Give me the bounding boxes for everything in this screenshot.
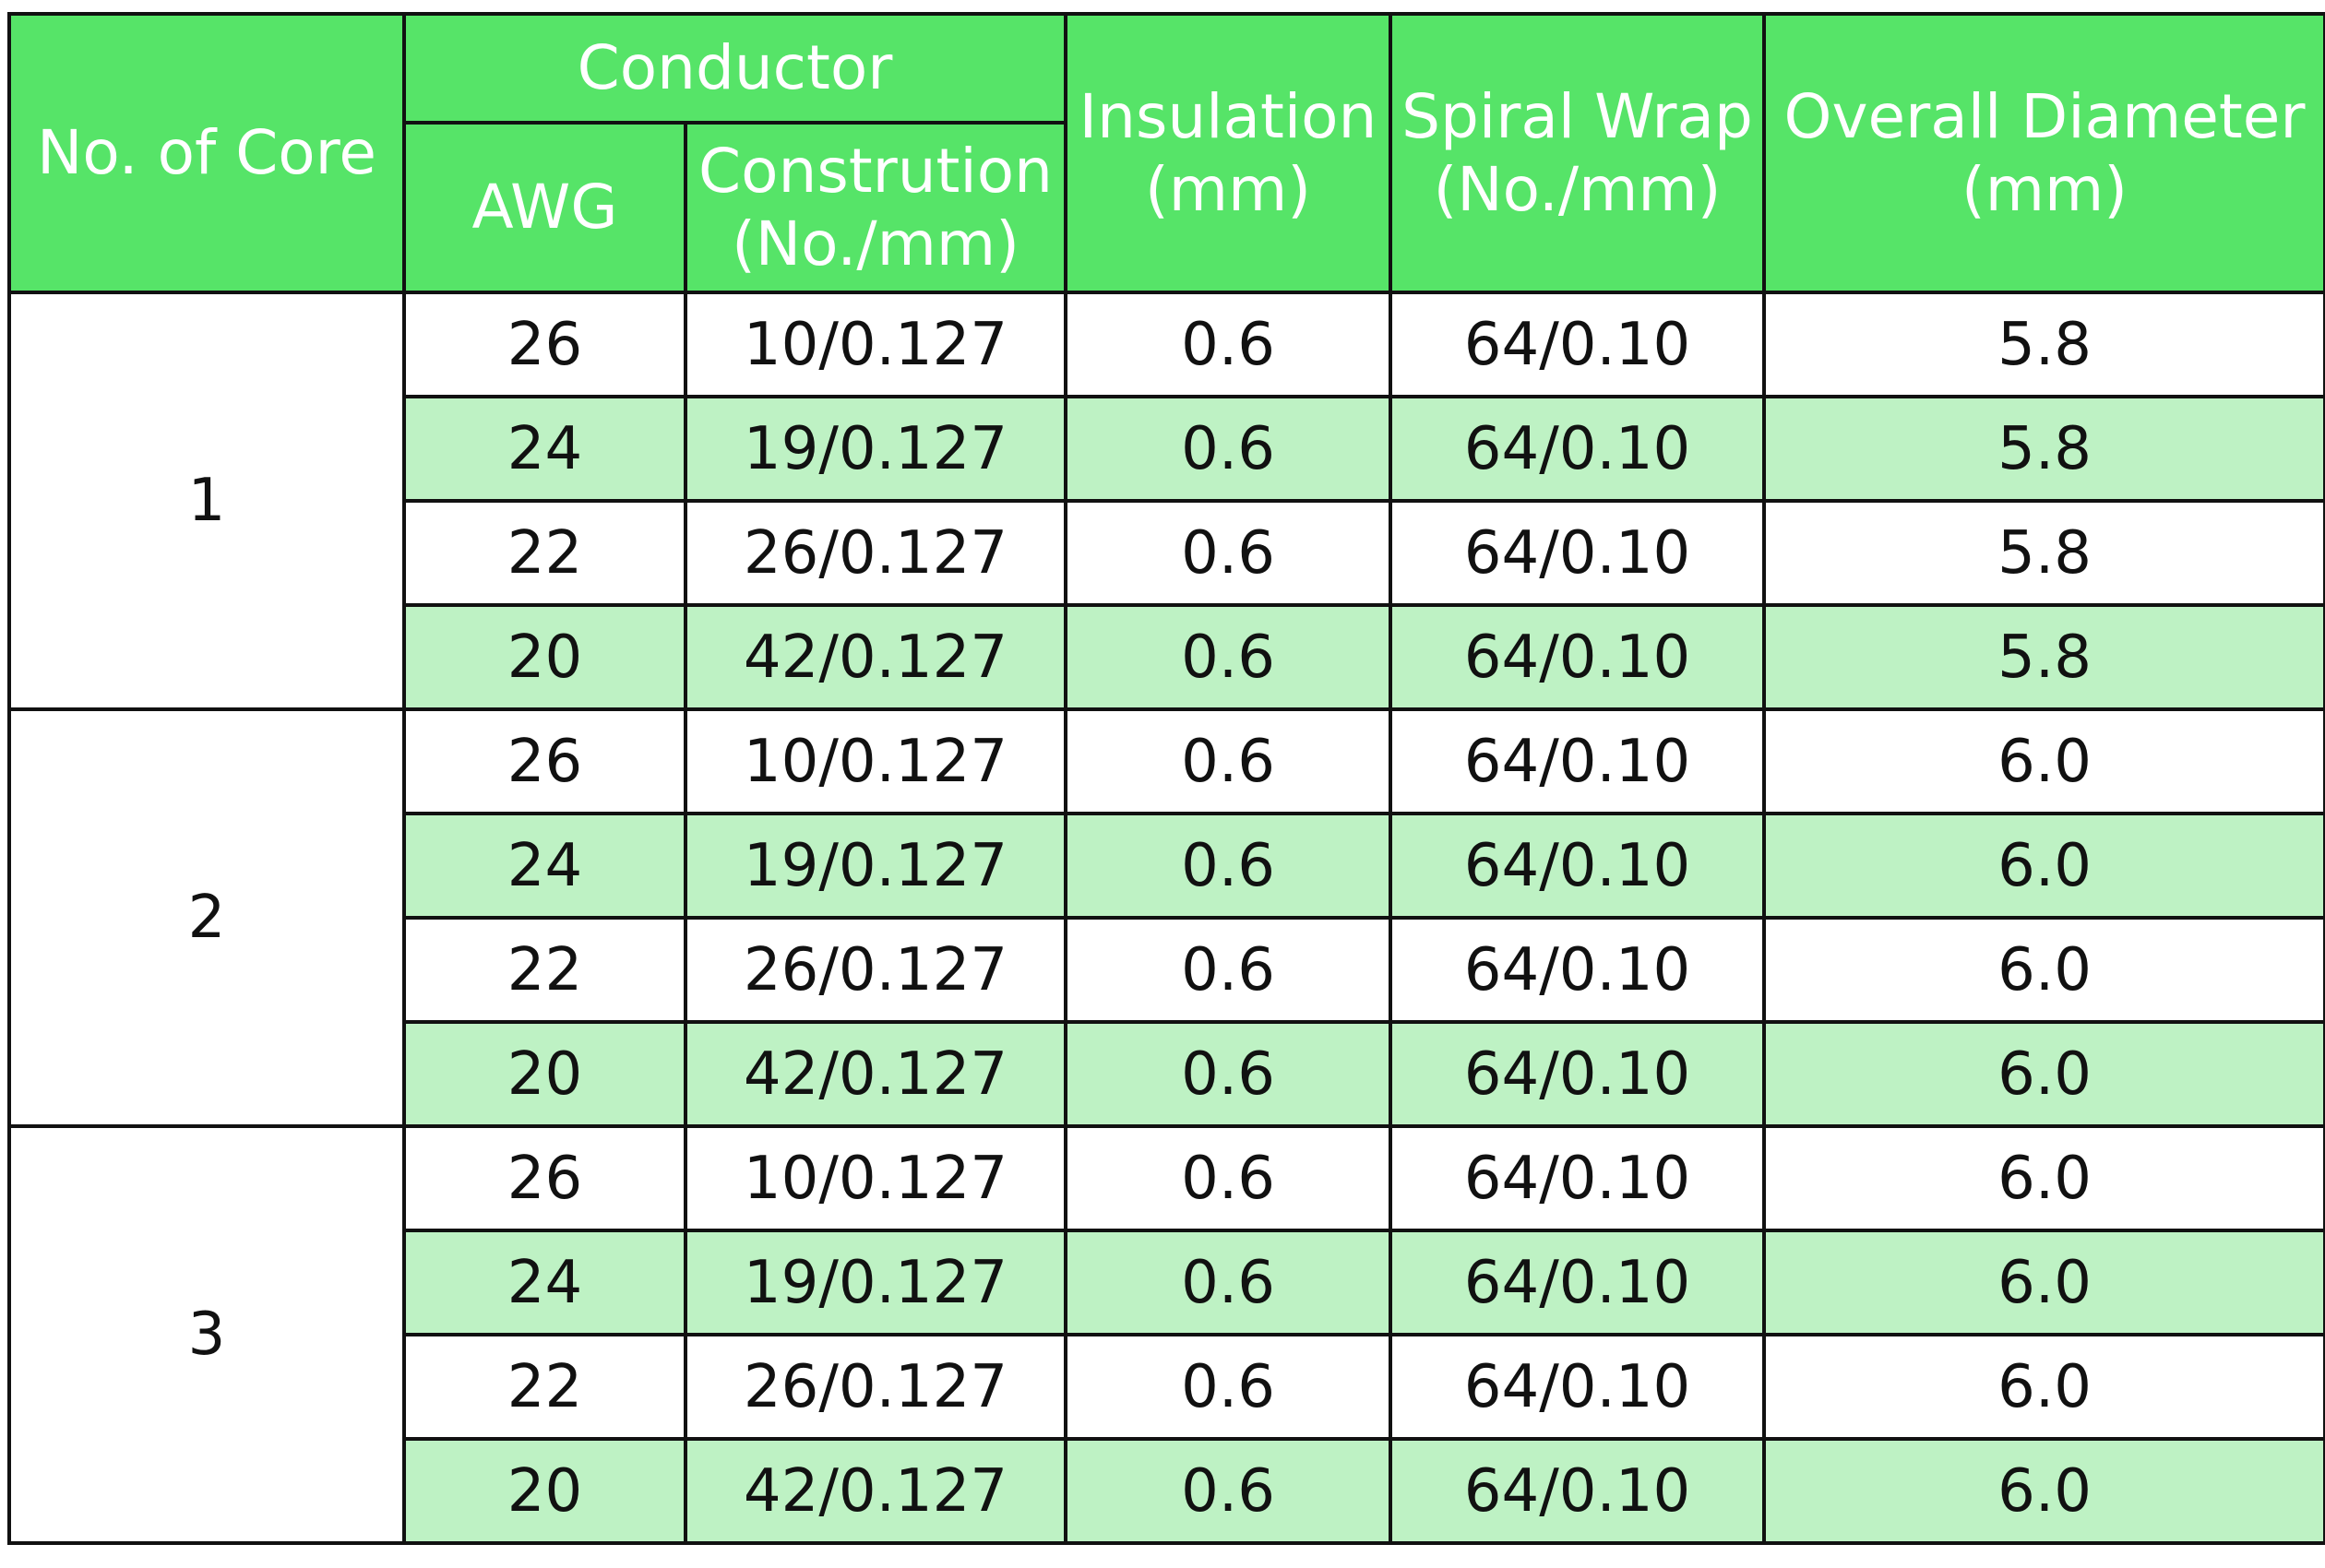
diameter-cell: 6.0	[1762, 812, 2325, 920]
insulation-cell: 0.6	[1064, 291, 1393, 398]
header-conductor: Conductor	[401, 12, 1068, 125]
table-row: 22 26/0.127 0.6 64/0.10 5.8	[9, 499, 2325, 607]
insulation-cell: 0.6	[1064, 1437, 1393, 1545]
diameter-cell: 5.8	[1762, 603, 2325, 711]
header-spiral-wrap: Spiral Wrap (No./mm)	[1389, 12, 1767, 294]
table-row: 20 42/0.127 0.6 64/0.10 6.0	[9, 1020, 2325, 1128]
header-diameter-line1: Overall Diameter	[1783, 80, 2306, 152]
table-body: 1 26 10/0.127 0.6 64/0.10 5.8 24 19/0.127 0.6 64/…	[7, 291, 2325, 1545]
construction-cell: 10/0.127	[683, 291, 1068, 398]
table-row: 20 42/0.127 0.6 64/0.10 6.0	[9, 1437, 2325, 1545]
spiral-cell: 64/0.10	[1389, 1020, 1767, 1128]
core-count-cell: 3	[7, 1124, 406, 1545]
cable-spec-table: No. of Core Conductor Insulation (mm) Sp…	[7, 12, 2325, 1545]
awg-cell: 26	[402, 1124, 687, 1232]
awg-cell: 20	[402, 1437, 687, 1545]
header-construction-line2: (No./mm)	[732, 208, 1019, 279]
awg-cell: 24	[402, 1229, 687, 1336]
awg-cell: 24	[402, 812, 687, 920]
table-row: 24 19/0.127 0.6 64/0.10 5.8	[9, 395, 2325, 503]
spiral-cell: 64/0.10	[1389, 1229, 1767, 1336]
spiral-cell: 64/0.10	[1389, 291, 1767, 398]
diameter-cell: 5.8	[1762, 395, 2325, 503]
insulation-cell: 0.6	[1064, 1229, 1393, 1336]
construction-cell: 42/0.127	[683, 603, 1068, 711]
diameter-cell: 6.0	[1762, 1437, 2325, 1545]
spiral-cell: 64/0.10	[1389, 1333, 1767, 1441]
spiral-cell: 64/0.10	[1389, 916, 1767, 1024]
insulation-cell: 0.6	[1064, 1124, 1393, 1232]
spiral-cell: 64/0.10	[1389, 1124, 1767, 1232]
diameter-cell: 6.0	[1762, 1020, 2325, 1128]
awg-cell: 20	[402, 1020, 687, 1128]
table-row: 20 42/0.127 0.6 64/0.10 5.8	[9, 603, 2325, 711]
construction-cell: 42/0.127	[683, 1020, 1068, 1128]
construction-cell: 26/0.127	[683, 499, 1068, 607]
diameter-cell: 6.0	[1762, 1333, 2325, 1441]
header-diameter-line2: (mm)	[1961, 154, 2128, 225]
insulation-cell: 0.6	[1064, 1020, 1393, 1128]
diameter-cell: 6.0	[1762, 1124, 2325, 1232]
insulation-cell: 0.6	[1064, 707, 1393, 815]
construction-cell: 19/0.127	[683, 812, 1068, 920]
insulation-cell: 0.6	[1064, 916, 1393, 1024]
diameter-cell: 5.8	[1762, 499, 2325, 607]
header-awg: AWG	[402, 121, 687, 294]
insulation-cell: 0.6	[1064, 1333, 1393, 1441]
awg-cell: 22	[402, 916, 687, 1024]
header-no-of-core: No. of Core	[7, 12, 406, 294]
spiral-cell: 64/0.10	[1389, 1437, 1767, 1545]
awg-cell: 26	[402, 291, 687, 398]
construction-cell: 19/0.127	[683, 395, 1068, 503]
header-insulation-line1: Insulation	[1079, 80, 1377, 152]
table-row: 1 26 10/0.127 0.6 64/0.10 5.8	[7, 291, 2325, 711]
table-row: 24 19/0.127 0.6 64/0.10 6.0	[9, 812, 2325, 920]
header-insulation-line2: (mm)	[1144, 154, 1312, 225]
insulation-cell: 0.6	[1064, 603, 1393, 711]
table-row: 22 26/0.127 0.6 64/0.10 6.0	[9, 1333, 2325, 1441]
header-construction: Constrution (No./mm)	[683, 121, 1068, 294]
construction-cell: 26/0.127	[683, 1333, 1068, 1441]
table-row: 22 26/0.127 0.6 64/0.10 6.0	[9, 916, 2325, 1024]
diameter-cell: 5.8	[1762, 291, 2325, 398]
awg-cell: 22	[402, 1333, 687, 1441]
construction-cell: 10/0.127	[683, 1124, 1068, 1232]
construction-cell: 42/0.127	[683, 1437, 1068, 1545]
table-row: 24 19/0.127 0.6 64/0.10 6.0	[9, 1229, 2325, 1336]
awg-cell: 22	[402, 499, 687, 607]
diameter-cell: 6.0	[1762, 916, 2325, 1024]
table-row: 3 26 10/0.127 0.6 64/0.10 6.0	[7, 1124, 2325, 1545]
spiral-cell: 64/0.10	[1389, 395, 1767, 503]
table-row: 2 26 10/0.127 0.6 64/0.10 6.0	[7, 707, 2325, 1128]
header-spiral-line1: Spiral Wrap	[1401, 80, 1753, 152]
header-spiral-line2: (No./mm)	[1433, 154, 1722, 225]
awg-cell: 26	[402, 707, 687, 815]
diameter-cell: 6.0	[1762, 1229, 2325, 1336]
awg-cell: 20	[402, 603, 687, 711]
header-insulation: Insulation (mm)	[1064, 12, 1393, 294]
insulation-cell: 0.6	[1064, 499, 1393, 607]
construction-cell: 26/0.127	[683, 916, 1068, 1024]
construction-cell: 10/0.127	[683, 707, 1068, 815]
core-count-cell: 1	[7, 291, 406, 711]
core-count-cell: 2	[7, 707, 406, 1128]
construction-cell: 19/0.127	[683, 1229, 1068, 1336]
insulation-cell: 0.6	[1064, 812, 1393, 920]
awg-cell: 24	[402, 395, 687, 503]
spiral-cell: 64/0.10	[1389, 603, 1767, 711]
spiral-cell: 64/0.10	[1389, 707, 1767, 815]
spiral-cell: 64/0.10	[1389, 499, 1767, 607]
diameter-cell: 6.0	[1762, 707, 2325, 815]
insulation-cell: 0.6	[1064, 395, 1393, 503]
header-overall-diameter: Overall Diameter (mm)	[1762, 12, 2325, 294]
header-construction-line1: Constrution	[698, 135, 1053, 207]
spiral-cell: 64/0.10	[1389, 812, 1767, 920]
